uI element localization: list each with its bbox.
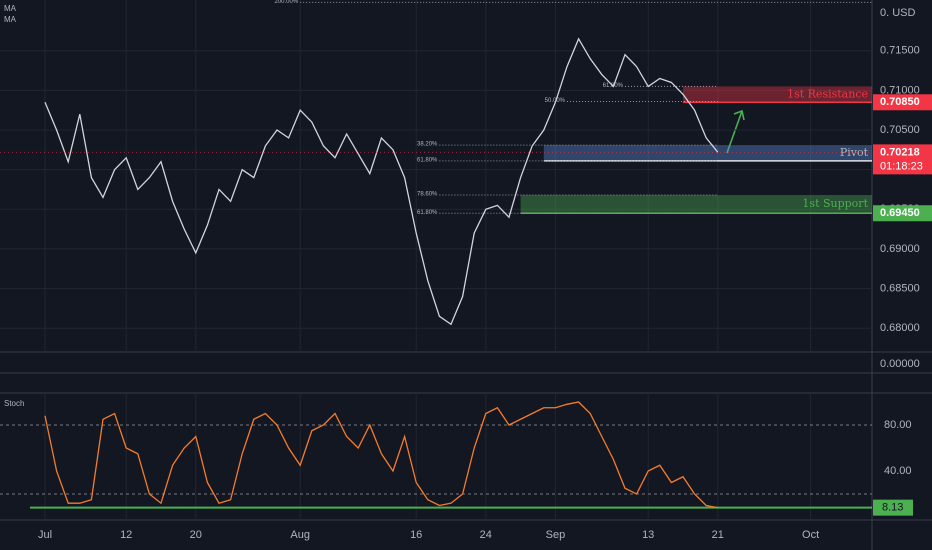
y-tick-label: 80.00 <box>884 419 912 431</box>
zone <box>543 145 872 161</box>
axis-label: 0.70218 <box>880 146 920 158</box>
currency-label: 0. USD <box>880 7 916 19</box>
countdown: 01:18:23 <box>880 160 923 172</box>
y-tick-label: 0.71000 <box>880 84 920 96</box>
zone <box>520 195 872 214</box>
y-tick-label: 0.69000 <box>880 243 920 255</box>
fib-label: 38.20% <box>417 142 438 148</box>
stoch-line <box>44 401 718 509</box>
axis-label-box <box>873 94 932 111</box>
zone-name: 1st Resistance <box>787 87 868 100</box>
x-tick-label: 12 <box>120 529 132 541</box>
fib-label: 78.60% <box>417 192 438 198</box>
y-tick-label: 0.68000 <box>880 322 920 334</box>
x-tick-label: Oct <box>802 529 819 541</box>
zone-name: 1st Support <box>802 197 868 210</box>
y-tick-label: 0.70500 <box>880 124 920 136</box>
x-tick-label: Aug <box>290 529 310 541</box>
x-tick-label: 24 <box>480 529 492 541</box>
x-tick-label: Jul <box>38 529 52 541</box>
y-tick-label: 0.68500 <box>880 282 920 294</box>
indicator-title: Stoch <box>4 399 24 408</box>
legend-label: MA <box>4 4 17 13</box>
y-tick-label: 40.00 <box>884 465 912 477</box>
price-line <box>44 37 719 326</box>
legend-label: MA <box>4 15 17 24</box>
fib-label: 200.00% <box>275 0 299 5</box>
x-tick-label: 21 <box>712 529 724 541</box>
axis-label-box <box>873 144 932 175</box>
x-tick-label: 13 <box>642 529 654 541</box>
zone <box>683 86 872 103</box>
x-tick-label: 20 <box>190 529 202 541</box>
fib-label: 61.80% <box>417 210 438 216</box>
zone-name: Pivot <box>840 146 869 159</box>
axis-label-box <box>873 499 913 516</box>
x-tick-label: 16 <box>410 529 422 541</box>
axis-label: 0.69450 <box>880 207 920 219</box>
axis-label-box <box>873 205 932 222</box>
aux-pane-label: 0.00000 <box>880 358 920 370</box>
arrow <box>726 109 745 154</box>
fib-label: 61.80% <box>417 158 438 164</box>
x-tick-label: Sep <box>546 529 566 541</box>
axis-label: 0.70850 <box>880 96 920 108</box>
axis-label: 8.13 <box>882 502 903 514</box>
y-tick-label: 0.71500 <box>880 45 920 57</box>
